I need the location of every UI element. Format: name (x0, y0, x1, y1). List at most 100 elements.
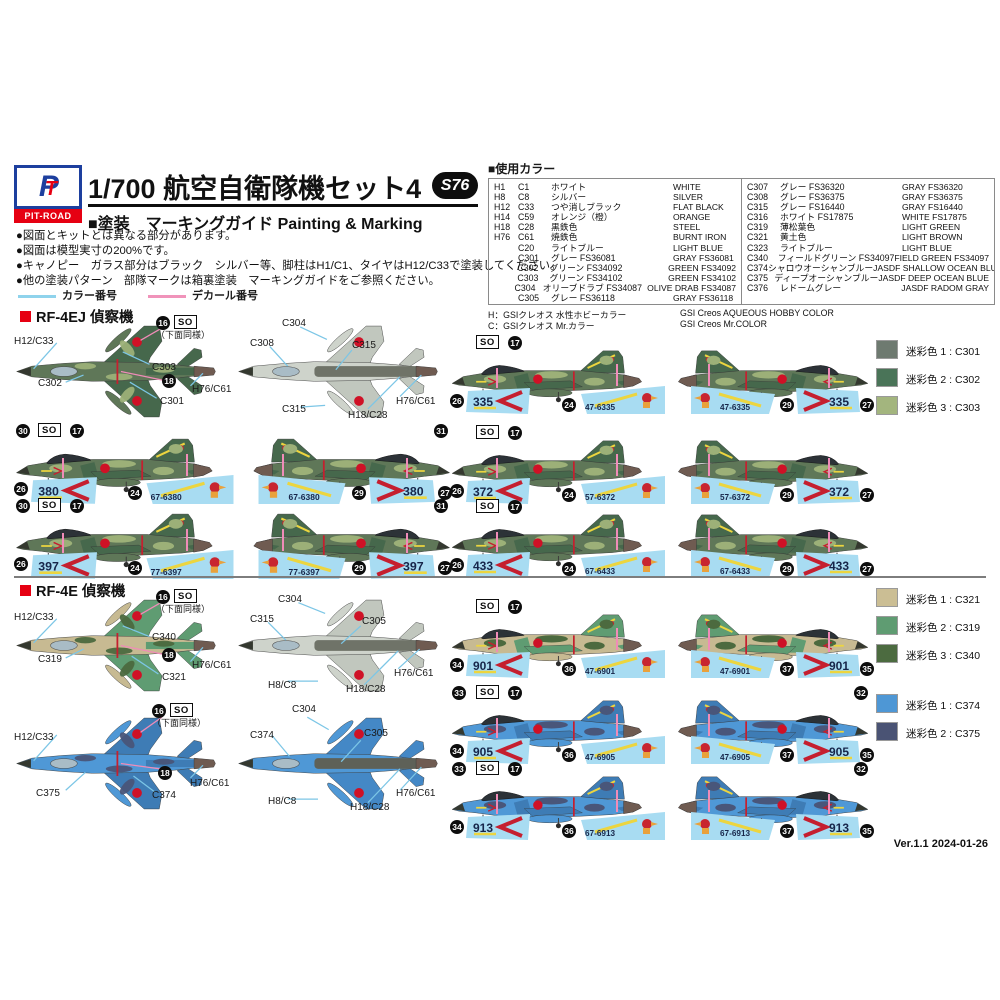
leader-line (616, 364, 618, 386)
callout-nozzle: H18/C28 (346, 684, 386, 695)
color-name-jp: ライトブルー (780, 242, 833, 253)
decal-badge: 26 (14, 557, 28, 571)
camo-swatch (876, 588, 898, 607)
serial-decal: 77-6397 (146, 550, 234, 579)
color-row: C305 グレー FS36118 GRAY FS36118 (494, 293, 736, 303)
leader-line (406, 533, 408, 553)
color-name-jp: グレー FS36375 (780, 192, 845, 203)
svg-text:901: 901 (829, 659, 849, 673)
decal-badge: 17 (70, 424, 84, 438)
color-row: C308 グレー FS36375 GRAY FS36375 (747, 192, 989, 202)
color-row: H18 C28 黒鉄色 STEEL (494, 222, 736, 232)
leader-line (828, 632, 830, 652)
aircraft-bottom-view (236, 716, 441, 817)
color-name-en: GRAY FS16440 (902, 202, 963, 213)
section-divider (14, 576, 986, 578)
color-row: C340 フィールドグリーン FS34097 FIELD GREEN FS34097 (747, 253, 989, 263)
color-chart-title: ■使用カラー (488, 162, 556, 176)
h-code: H18 (494, 222, 511, 233)
color-name-jp: シャロウオーシャンブルー (768, 262, 874, 273)
leader-line (496, 458, 498, 478)
section-title-text: RF-4EJ 偵察機 (36, 310, 134, 326)
leader-line (708, 628, 710, 650)
rf4ej-bottomview-figure: C304 C308 C315 C315 H76/C61 H18/C28 (236, 314, 456, 426)
color-name-en: GREEN FS34102 (668, 272, 736, 283)
c-code: C376 (747, 282, 769, 293)
svg-text:57-6372: 57-6372 (585, 493, 615, 502)
leader-line (282, 454, 284, 476)
decal-badge: 24 (562, 562, 576, 576)
tail-number-decal: 372 (796, 478, 860, 504)
decal-badge: 24 (128, 561, 142, 575)
decal-badge: 26 (450, 484, 464, 498)
same-below-note: （下面同様） (152, 718, 207, 728)
version-label: Ver.1.1 2024-01-26 (893, 838, 988, 850)
leader-line (406, 458, 408, 478)
kit-number-badge: S76 (432, 172, 478, 199)
leader-line (62, 533, 64, 553)
serial-decal: 47-6901 (690, 650, 776, 678)
tail-number-decal: 913 (466, 814, 530, 840)
color-chart: H1 C1 ホワイト WHITE H8 C8 シルバー SILVER H12 C33 つや消しブ… (488, 178, 995, 305)
leader-line (828, 368, 830, 388)
decal-number-line-sample (148, 295, 186, 298)
tail-number-decal: 901 (466, 652, 530, 678)
color-name-jp: グリーン FS34092 (549, 262, 623, 273)
callout-body: C305 (364, 728, 388, 739)
color-row: C316 ホワイト FS17875 WHITE FS17875 (747, 212, 989, 222)
color-name-jp: グレー FS36118 (551, 293, 615, 304)
c-code: C340 (747, 252, 769, 263)
decal-badge: 36 (562, 662, 576, 676)
color-name-en: GRAY FS36320 (902, 182, 963, 192)
callout-tank: H8/C8 (268, 796, 297, 807)
svg-text:372: 372 (473, 485, 493, 499)
rf4e-topview-blue-figure: H12/C33 16 SO （下面同様） C375 C374 18 H76/C6… (14, 700, 240, 820)
rf4e-bottomview-blue-figure: C374 C304 C305 H8/C8 H18/C28 H76/C61 (236, 700, 456, 820)
leader-line (708, 790, 710, 812)
serial-decal: 57-6372 (580, 476, 666, 504)
callout-tail: H76/C61 (396, 788, 436, 799)
leader-line (828, 718, 830, 738)
so-badge: SO (476, 335, 499, 349)
color-row: H14 C59 オレンジ（橙） ORANGE (494, 212, 736, 222)
note-line: ●他の塗装パターン 部隊マークは箱裏塗装 マーキングガイドをご参照ください。 (16, 275, 440, 287)
color-name-en: FIELD GREEN FS34097 (894, 252, 989, 263)
color-name-jp: ホワイト FS17875 (780, 212, 854, 223)
decal-badge: 24 (562, 488, 576, 502)
callout-camo3: C303 (152, 362, 176, 373)
section-title-rf4e: RF-4E 偵察機 (20, 580, 125, 601)
color-name-en: LIGHT BROWN (902, 232, 963, 243)
rf4e-marking-row-913: 33 SO 17 32 34 913 36 67-6913 67-6913 37… (450, 760, 878, 840)
so-badge: SO (170, 703, 193, 717)
logo-t-glyph: T (44, 178, 58, 200)
paint-brand-note-h: H：GSIクレオス 水性ホビーカラー GSI Creos AQUEOUS HOB… (488, 308, 834, 321)
c-code: C305 (518, 293, 540, 304)
title-rule (88, 204, 478, 207)
note-line: ●図面は模型実寸の200%です。 (16, 245, 175, 257)
decal-badge: 37 (780, 662, 794, 676)
so-badge: SO (174, 315, 197, 329)
tail-number-decal: 372 (466, 478, 530, 504)
decal-badge: 17 (70, 499, 84, 513)
callout-tail: H76/C61 (394, 668, 434, 679)
camo-swatch (876, 616, 898, 635)
tail-number-decal: 397 (31, 552, 97, 579)
rf4ej-topview-figure: H12/C33 16 SO （下面同様） C303 C302 C301 H76/… (14, 314, 240, 426)
svg-text:433: 433 (829, 559, 849, 573)
leader-line (828, 794, 830, 814)
color-row: H12 C33 つや消しブラック FLAT BLACK (494, 202, 736, 212)
tail-number-decal: 433 (466, 552, 530, 578)
color-name-en: GREEN FS34092 (668, 262, 736, 273)
leader-line (496, 718, 498, 738)
decal-badge: 17 (508, 500, 522, 514)
callout-nose: C315 (250, 614, 274, 625)
svg-text:67-6380: 67-6380 (151, 492, 182, 502)
svg-text:335: 335 (473, 395, 493, 409)
callout-pod: C304 (292, 704, 316, 715)
color-name-en: STEEL (673, 222, 701, 233)
svg-text:67-6380: 67-6380 (289, 492, 320, 502)
callout-camo3: C340 (152, 632, 176, 643)
callout-tank: H8/C8 (268, 680, 297, 691)
svg-text:380: 380 (403, 485, 424, 499)
aircraft-bottom-view (236, 318, 441, 425)
